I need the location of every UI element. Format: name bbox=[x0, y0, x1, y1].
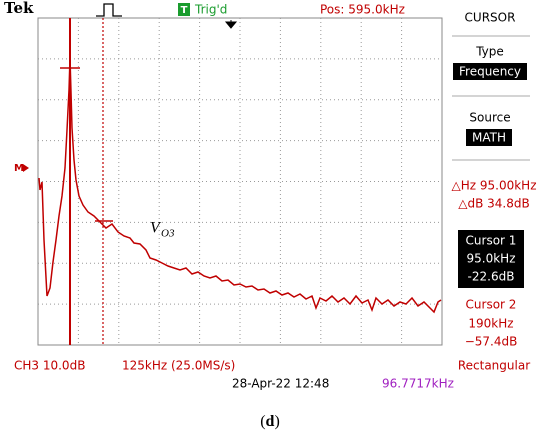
spectrum-trace bbox=[38, 57, 442, 314]
window-type: Rectangular bbox=[458, 359, 530, 373]
annotation-sub: O3 bbox=[161, 228, 175, 240]
cursor-1-freq: 95.0kHz bbox=[467, 252, 516, 266]
source-value-box bbox=[466, 129, 512, 146]
type-value-box bbox=[453, 63, 527, 80]
frequency-readout: 96.7717kHz bbox=[382, 377, 454, 391]
caption: (d) bbox=[260, 413, 280, 430]
cursor-2-freq: 190kHz bbox=[468, 317, 513, 331]
position: Pos: 595.0kHz bbox=[320, 3, 405, 17]
cursor-1-level: -22.6dB bbox=[468, 270, 515, 284]
source-value: MATH bbox=[472, 131, 506, 145]
trigger-badge-box bbox=[178, 3, 190, 16]
cursor-2-title: Cursor 2 bbox=[466, 298, 517, 312]
trigger-pos-arrow bbox=[224, 20, 238, 29]
delta-hz: △Hz 95.00kHz bbox=[452, 179, 537, 193]
cursor-1-box bbox=[458, 230, 524, 288]
graticule bbox=[38, 18, 442, 345]
datetime: 28-Apr-22 12:48 bbox=[232, 377, 329, 391]
span: 125kHz (25.0MS/s) bbox=[122, 359, 235, 373]
source-label: Source bbox=[469, 111, 510, 125]
channel-scale: CH3 10.0dB bbox=[14, 359, 85, 373]
cursor-1-title: Cursor 1 bbox=[466, 234, 517, 248]
type-value: Frequency bbox=[459, 65, 521, 79]
delta-db: △dB 34.8dB bbox=[458, 197, 529, 211]
brand: Tek bbox=[4, 0, 34, 17]
type-label: Type bbox=[475, 45, 504, 59]
trigger-status: Trig'd bbox=[194, 3, 227, 17]
trigger-icon bbox=[96, 3, 122, 17]
annotation-main: V bbox=[150, 220, 162, 237]
math-marker: M bbox=[14, 163, 24, 174]
math-marker-arrow bbox=[23, 164, 29, 172]
cursor-2-level: −57.4dB bbox=[465, 335, 518, 349]
trigger-badge: T bbox=[181, 5, 188, 16]
menu-title: CURSOR bbox=[465, 11, 516, 25]
